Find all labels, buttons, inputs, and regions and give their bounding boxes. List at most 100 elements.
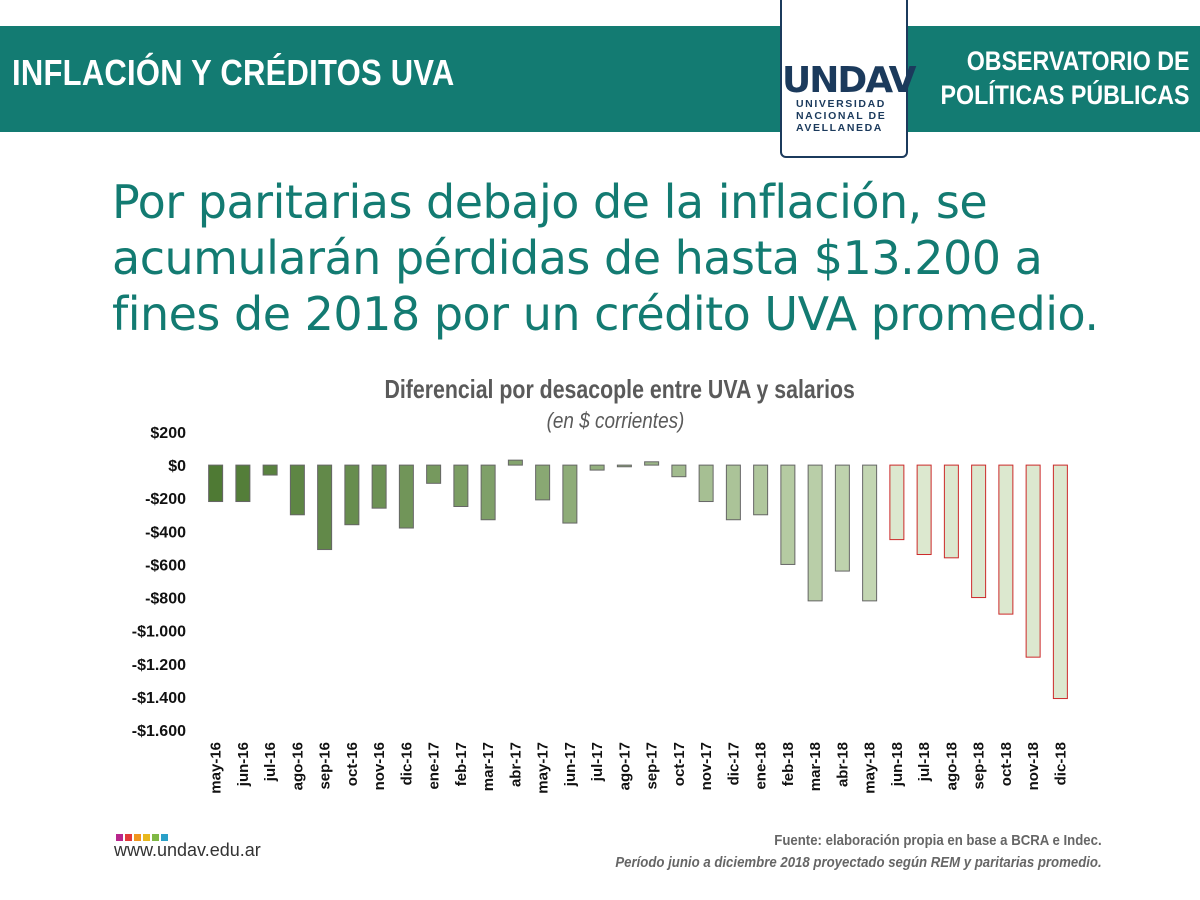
bar-dic-18 xyxy=(1052,464,1068,700)
bar-feb-18 xyxy=(780,464,796,565)
x-tick-label: sep-16 xyxy=(317,742,334,790)
x-tick-label: mar-17 xyxy=(480,742,497,791)
x-tick-label: dic-16 xyxy=(398,742,415,785)
bar-nov-18 xyxy=(1025,464,1041,658)
x-tick-label: may-16 xyxy=(208,742,225,794)
bar-jun-17 xyxy=(562,464,578,524)
x-tick-label: sep-18 xyxy=(971,742,988,790)
x-tick-label: may-18 xyxy=(862,742,879,794)
x-tick-label: abr-17 xyxy=(507,742,524,787)
x-tick-label: may-17 xyxy=(535,742,552,794)
source-line-2: Período junio a diciembre 2018 proyectad… xyxy=(615,854,1102,871)
y-tick-label: $0 xyxy=(168,458,186,475)
x-tick-label: nov-17 xyxy=(698,742,715,790)
x-tick-label: ene-17 xyxy=(426,742,443,790)
bar-oct-17 xyxy=(671,464,687,478)
source-line-1: Fuente: elaboración propia en base a BCR… xyxy=(774,832,1102,849)
bar-sep-17 xyxy=(644,461,660,466)
x-tick-label: ago-17 xyxy=(616,742,633,790)
y-tick-label: -$1.400 xyxy=(132,690,186,707)
bar-ene-17 xyxy=(426,464,442,484)
bar-mar-17 xyxy=(480,464,496,521)
x-tick-label: feb-18 xyxy=(780,742,797,786)
x-tick-label: ago-18 xyxy=(943,742,960,790)
logo-line-2: NACIONAL DE xyxy=(796,110,887,122)
x-tick-label: jul-18 xyxy=(916,742,933,782)
bar-sep-18 xyxy=(971,464,987,599)
bar-ago-18 xyxy=(943,464,959,559)
x-tick-label: jul-17 xyxy=(589,742,606,782)
y-tick-label: -$1.000 xyxy=(132,624,186,641)
bar-jun-16 xyxy=(235,464,251,503)
bar-oct-18 xyxy=(998,464,1014,615)
x-tick-label: oct-18 xyxy=(998,742,1015,786)
x-tick-label: feb-17 xyxy=(453,742,470,786)
x-tick-label: dic-17 xyxy=(725,742,742,785)
bar-oct-16 xyxy=(344,464,360,526)
x-tick-label: ene-18 xyxy=(753,742,770,790)
bar-nov-16 xyxy=(371,464,387,509)
brand-dot xyxy=(161,834,168,841)
x-tick-label: oct-16 xyxy=(344,742,361,786)
bar-ago-17 xyxy=(616,464,632,468)
bar-mar-18 xyxy=(807,464,823,602)
observatorio-line-2: POLÍTICAS PÚBLICAS xyxy=(941,80,1190,110)
bar-may-18 xyxy=(862,464,878,602)
page-title: INFLACIÓN Y CRÉDITOS UVA xyxy=(12,52,455,93)
observatorio-line-1: OBSERVATORIO DE xyxy=(967,46,1190,76)
brand-dot xyxy=(152,834,159,841)
x-tick-label: jun-18 xyxy=(889,742,906,787)
x-tick-label: nov-18 xyxy=(1025,742,1042,790)
brand-dot xyxy=(116,834,123,841)
brand-color-dots xyxy=(116,828,170,841)
bar-jul-17 xyxy=(589,464,605,471)
y-tick-label: -$800 xyxy=(145,591,186,608)
y-tick-label: -$600 xyxy=(145,557,186,574)
logo-line-3: AVELLANEDA xyxy=(796,122,883,134)
bar-ene-18 xyxy=(753,464,769,516)
y-tick-label: -$200 xyxy=(145,491,186,508)
brand-dot xyxy=(125,834,132,841)
bar-jul-18 xyxy=(916,464,932,556)
y-tick-label: $200 xyxy=(150,425,186,442)
headline: Por paritarias debajo de la inflación, s… xyxy=(112,174,1112,342)
bar-feb-17 xyxy=(453,464,469,508)
observatorio-label: OBSERVATORIO DE POLÍTICAS PÚBLICAS xyxy=(941,44,1190,112)
x-tick-label: jul-16 xyxy=(262,742,279,782)
y-tick-label: -$1.600 xyxy=(132,723,186,740)
source-note: Fuente: elaboración propia en base a BCR… xyxy=(616,830,1102,874)
chart-title: Diferencial por desacople entre UVA y sa… xyxy=(384,374,855,404)
y-tick-label: -$400 xyxy=(145,524,186,541)
undav-logo-mark: UNDAV xyxy=(782,60,917,101)
bar-sep-16 xyxy=(317,464,333,551)
undav-logo-text: UNIVERSIDAD NACIONAL DE AVELLANEDA xyxy=(796,98,896,134)
x-tick-label: abr-18 xyxy=(834,742,851,787)
chart-subtitle: (en $ corrientes) xyxy=(546,408,685,433)
headline-line-1: Por paritarias debajo de la inflación, s… xyxy=(112,175,988,229)
undav-logo: UNDAV UNIVERSIDAD NACIONAL DE AVELLANEDA xyxy=(780,0,917,158)
bar-jun-18 xyxy=(889,464,905,541)
headline-line-3: fines de 2018 por un crédito UVA promedi… xyxy=(112,287,1099,341)
bar-dic-17 xyxy=(725,464,741,521)
brand-dot xyxy=(134,834,141,841)
bar-abr-18 xyxy=(834,464,850,572)
x-tick-label: jun-17 xyxy=(562,742,579,787)
bar-nov-17 xyxy=(698,464,714,503)
header-band xyxy=(0,26,1200,132)
bar-may-16 xyxy=(208,464,224,503)
x-tick-label: nov-16 xyxy=(371,742,388,790)
x-tick-label: ago-16 xyxy=(289,742,306,790)
x-tick-label: jun-16 xyxy=(235,742,252,787)
y-tick-label: -$1.200 xyxy=(132,657,186,674)
x-tick-label: mar-18 xyxy=(807,742,824,791)
x-tick-label: sep-17 xyxy=(644,742,661,790)
x-tick-label: oct-17 xyxy=(671,742,688,786)
bar-ago-16 xyxy=(289,464,305,516)
bar-may-17 xyxy=(535,464,551,501)
bar-dic-16 xyxy=(398,464,414,529)
brand-dot xyxy=(143,834,150,841)
headline-line-2: acumularán pérdidas de hasta $13.200 a xyxy=(112,231,1043,285)
website-link[interactable]: www.undav.edu.ar xyxy=(114,840,261,860)
logo-line-1: UNIVERSIDAD xyxy=(796,98,886,110)
